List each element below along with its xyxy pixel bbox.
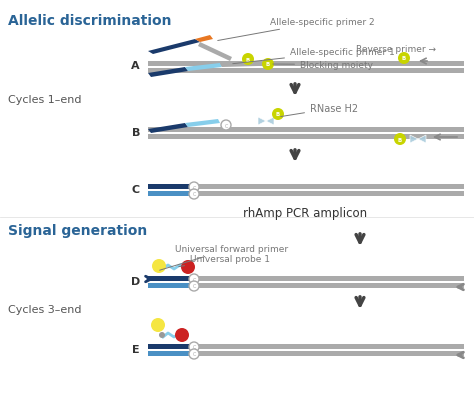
Bar: [148, 283, 464, 288]
Bar: [148, 276, 190, 281]
Polygon shape: [258, 118, 274, 126]
Text: B: B: [402, 56, 406, 62]
Polygon shape: [148, 124, 188, 134]
Text: E: E: [132, 344, 140, 354]
Text: Cycles 1–end: Cycles 1–end: [8, 95, 82, 105]
Polygon shape: [410, 136, 426, 144]
Bar: [148, 69, 464, 74]
Text: C: C: [192, 277, 196, 282]
Bar: [148, 351, 190, 356]
Bar: [148, 135, 464, 140]
Bar: [148, 344, 190, 349]
Bar: [148, 283, 190, 288]
Text: B: B: [266, 62, 270, 67]
Circle shape: [189, 349, 199, 359]
Circle shape: [272, 109, 284, 121]
Text: D: D: [131, 276, 140, 286]
Text: C: C: [192, 345, 196, 350]
Bar: [148, 192, 190, 197]
Circle shape: [189, 281, 199, 291]
Polygon shape: [195, 36, 213, 43]
Circle shape: [189, 183, 199, 192]
Text: B: B: [132, 128, 140, 138]
Circle shape: [152, 259, 166, 273]
Text: C: C: [192, 284, 196, 289]
Circle shape: [181, 260, 195, 274]
Text: Cycles 3–end: Cycles 3–end: [8, 304, 82, 314]
Text: C: C: [192, 192, 196, 197]
Circle shape: [151, 318, 165, 332]
Text: rhAmp PCR amplicon: rhAmp PCR amplicon: [243, 206, 367, 219]
Circle shape: [189, 342, 199, 352]
Bar: [148, 351, 464, 356]
Polygon shape: [185, 120, 220, 128]
Circle shape: [242, 54, 254, 66]
Bar: [148, 185, 190, 190]
Circle shape: [398, 53, 410, 65]
Polygon shape: [148, 40, 200, 55]
Text: Allele-specific primer 2: Allele-specific primer 2: [218, 18, 374, 41]
Bar: [148, 276, 464, 281]
Circle shape: [159, 332, 165, 338]
Polygon shape: [185, 64, 222, 72]
Bar: [148, 128, 464, 133]
Circle shape: [189, 274, 199, 284]
Text: Reverse primer →: Reverse primer →: [356, 45, 436, 54]
Text: B: B: [246, 57, 250, 62]
Text: Universal probe 1: Universal probe 1: [179, 254, 270, 267]
Text: B: B: [398, 137, 402, 142]
Bar: [148, 192, 464, 197]
Circle shape: [262, 59, 274, 71]
Text: C: C: [192, 185, 196, 190]
Bar: [148, 344, 464, 349]
Bar: [148, 185, 464, 190]
Bar: [148, 62, 464, 67]
Text: C: C: [132, 185, 140, 195]
Circle shape: [189, 190, 199, 199]
Text: A: A: [131, 61, 140, 71]
Circle shape: [394, 134, 406, 146]
Text: B: B: [276, 112, 280, 117]
Text: Blocking moiety: Blocking moiety: [273, 61, 373, 70]
Circle shape: [221, 121, 231, 131]
Text: C: C: [224, 123, 228, 128]
Polygon shape: [220, 63, 258, 68]
Text: C: C: [192, 351, 196, 357]
Text: RNase H2: RNase H2: [281, 104, 358, 117]
Text: Universal forward primer: Universal forward primer: [160, 244, 288, 271]
Text: Allelic discrimination: Allelic discrimination: [8, 14, 172, 28]
Polygon shape: [148, 68, 188, 78]
Circle shape: [175, 328, 189, 342]
Polygon shape: [198, 43, 232, 62]
Text: Signal generation: Signal generation: [8, 223, 147, 237]
Text: Allele-specific primer 1: Allele-specific primer 1: [233, 48, 395, 64]
